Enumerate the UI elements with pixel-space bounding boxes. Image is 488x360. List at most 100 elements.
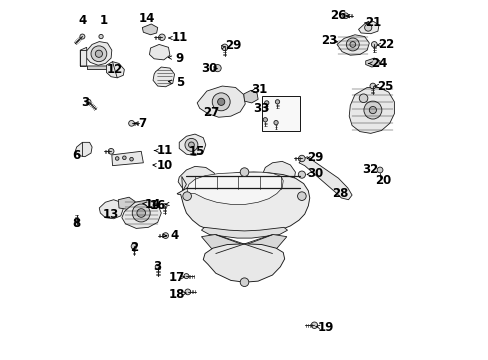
Text: 2: 2	[130, 241, 138, 254]
Polygon shape	[298, 157, 351, 200]
Circle shape	[183, 274, 188, 279]
Circle shape	[376, 167, 382, 173]
Bar	[261, 96, 300, 131]
Text: 30: 30	[201, 62, 217, 75]
Text: 26: 26	[329, 9, 346, 22]
Polygon shape	[86, 41, 112, 65]
Polygon shape	[263, 161, 295, 188]
Circle shape	[212, 93, 230, 111]
Text: 8: 8	[72, 217, 81, 230]
Text: 10: 10	[157, 159, 173, 172]
Text: 6: 6	[72, 149, 81, 162]
Circle shape	[99, 35, 103, 39]
Polygon shape	[149, 44, 169, 60]
Polygon shape	[178, 166, 217, 195]
Circle shape	[363, 101, 381, 119]
Circle shape	[163, 233, 168, 238]
Text: 9: 9	[176, 51, 183, 64]
Circle shape	[163, 204, 167, 208]
Circle shape	[297, 192, 305, 201]
Text: 17: 17	[169, 271, 185, 284]
Text: 11: 11	[171, 31, 188, 45]
Circle shape	[264, 101, 268, 105]
Polygon shape	[80, 47, 86, 66]
Circle shape	[298, 155, 305, 162]
Circle shape	[108, 148, 114, 154]
Polygon shape	[142, 24, 158, 35]
Polygon shape	[118, 197, 135, 210]
Text: 4: 4	[170, 229, 178, 242]
Circle shape	[128, 121, 134, 126]
Circle shape	[129, 157, 133, 161]
Circle shape	[86, 99, 91, 104]
Polygon shape	[348, 87, 394, 134]
Polygon shape	[182, 176, 186, 193]
Circle shape	[368, 107, 376, 114]
Polygon shape	[179, 134, 205, 156]
Circle shape	[183, 192, 191, 201]
Circle shape	[184, 289, 190, 295]
Text: 23: 23	[320, 34, 336, 48]
Text: 19: 19	[317, 321, 334, 334]
Text: 32: 32	[362, 163, 378, 176]
Circle shape	[91, 46, 106, 62]
Text: 3: 3	[81, 96, 89, 109]
Text: 21: 21	[364, 17, 380, 30]
Text: 33: 33	[253, 103, 269, 116]
Circle shape	[74, 221, 79, 226]
Circle shape	[155, 264, 160, 269]
Circle shape	[122, 156, 126, 159]
Polygon shape	[336, 35, 368, 55]
Text: 22: 22	[377, 38, 393, 51]
Text: 14: 14	[144, 198, 161, 211]
Circle shape	[188, 142, 194, 148]
Polygon shape	[112, 151, 143, 166]
Circle shape	[359, 94, 367, 103]
Text: 31: 31	[251, 83, 267, 96]
Circle shape	[80, 34, 85, 39]
Circle shape	[273, 121, 278, 125]
Circle shape	[342, 13, 348, 19]
Text: 14: 14	[139, 12, 155, 25]
Text: 29: 29	[224, 39, 241, 52]
Circle shape	[240, 168, 248, 176]
Circle shape	[217, 98, 224, 105]
Circle shape	[159, 34, 165, 41]
Text: 18: 18	[168, 288, 185, 301]
Polygon shape	[153, 67, 174, 87]
Polygon shape	[201, 234, 286, 266]
Polygon shape	[244, 90, 258, 103]
Text: 7: 7	[138, 117, 146, 130]
Text: 30: 30	[307, 167, 323, 180]
Text: 20: 20	[375, 174, 391, 187]
Text: 24: 24	[370, 57, 386, 70]
Text: 15: 15	[188, 145, 205, 158]
Text: 11: 11	[157, 144, 173, 157]
Polygon shape	[122, 200, 161, 228]
Polygon shape	[106, 62, 124, 78]
Circle shape	[131, 243, 137, 249]
Polygon shape	[87, 66, 112, 69]
Polygon shape	[75, 142, 92, 157]
Circle shape	[298, 171, 305, 178]
Circle shape	[263, 118, 267, 122]
Text: 5: 5	[176, 76, 184, 89]
Text: 3: 3	[153, 260, 162, 273]
Circle shape	[132, 204, 150, 222]
Polygon shape	[99, 200, 123, 219]
Text: 27: 27	[203, 106, 219, 119]
Circle shape	[95, 50, 102, 57]
Circle shape	[275, 100, 279, 104]
Circle shape	[371, 41, 376, 47]
Circle shape	[115, 157, 119, 160]
Text: 16: 16	[149, 199, 165, 212]
Circle shape	[364, 24, 371, 31]
Text: 13: 13	[103, 208, 119, 221]
Text: 29: 29	[306, 151, 323, 164]
Circle shape	[349, 41, 355, 47]
Circle shape	[221, 44, 227, 50]
Circle shape	[137, 209, 145, 217]
Polygon shape	[203, 244, 284, 282]
Polygon shape	[358, 22, 378, 34]
Circle shape	[346, 38, 359, 51]
